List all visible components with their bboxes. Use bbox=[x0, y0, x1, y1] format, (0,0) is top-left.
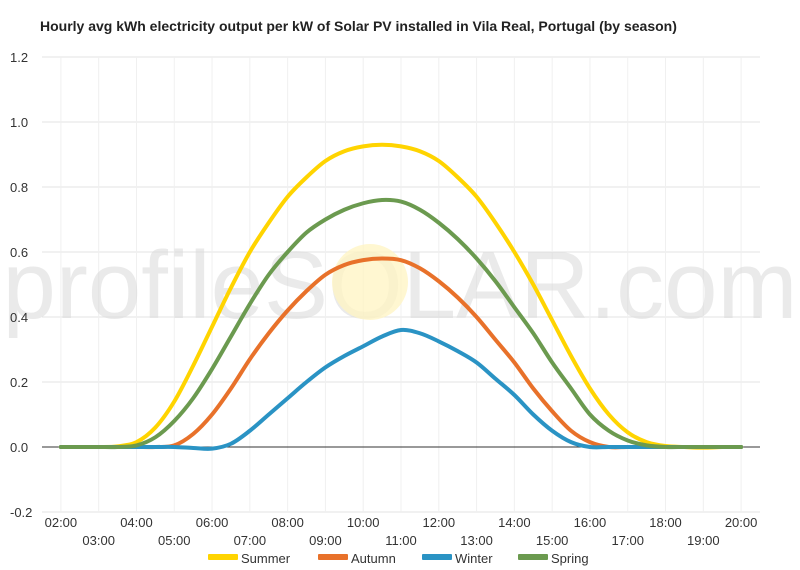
x-tick-label: 05:00 bbox=[158, 533, 191, 548]
watermark-sun-icon bbox=[332, 244, 408, 320]
x-tick-label: 09:00 bbox=[309, 533, 342, 548]
y-tick-label: 0.0 bbox=[10, 440, 28, 455]
series-line-spring bbox=[58, 197, 744, 450]
legend: Summer Autumn Winter Spring bbox=[208, 551, 589, 566]
y-tick-label: 0.2 bbox=[10, 375, 28, 390]
x-tick-label: 11:00 bbox=[385, 533, 417, 548]
x-tick-label: 06:00 bbox=[196, 515, 229, 530]
x-tick-label: 12:00 bbox=[423, 515, 456, 530]
x-tick-label: 16:00 bbox=[574, 515, 607, 530]
y-tick-label: -0.2 bbox=[10, 505, 32, 520]
x-tick-label: 02:00 bbox=[45, 515, 78, 530]
x-tick-label: 14:00 bbox=[498, 515, 531, 530]
y-tick-label: 0.4 bbox=[10, 310, 28, 325]
legend-swatch-winter bbox=[422, 554, 452, 560]
x-tick-label: 18:00 bbox=[649, 515, 682, 530]
grid-lines bbox=[42, 56, 760, 513]
chart-title: Hourly avg kWh electricity output per kW… bbox=[40, 18, 677, 34]
legend-label-winter: Winter bbox=[455, 551, 493, 566]
y-tick-label: 0.6 bbox=[10, 245, 28, 260]
x-tick-label: 17:00 bbox=[611, 533, 644, 548]
x-tick-label: 20:00 bbox=[725, 515, 758, 530]
series-lines bbox=[58, 142, 744, 451]
x-tick-label: 04:00 bbox=[120, 515, 153, 530]
legend-swatch-summer bbox=[208, 554, 238, 560]
legend-swatch-spring bbox=[518, 554, 548, 560]
x-tick-label: 03:00 bbox=[82, 533, 115, 548]
legend-swatch-autumn bbox=[318, 554, 348, 560]
legend-label-summer: Summer bbox=[241, 551, 291, 566]
y-tick-label: 0.8 bbox=[10, 180, 28, 195]
series-line-summer bbox=[58, 142, 744, 450]
y-tick-label: 1.0 bbox=[10, 115, 28, 130]
legend-label-autumn: Autumn bbox=[351, 551, 396, 566]
x-tick-label: 15:00 bbox=[536, 533, 569, 548]
x-tick-label: 19:00 bbox=[687, 533, 720, 548]
series-line-winter bbox=[58, 327, 744, 451]
x-tick-label: 10:00 bbox=[347, 515, 380, 530]
x-tick-label: 07:00 bbox=[234, 533, 267, 548]
x-tick-label: 08:00 bbox=[271, 515, 304, 530]
x-tick-label: 13:00 bbox=[460, 533, 493, 548]
legend-label-spring: Spring bbox=[551, 551, 589, 566]
y-tick-label: 1.2 bbox=[10, 50, 28, 65]
